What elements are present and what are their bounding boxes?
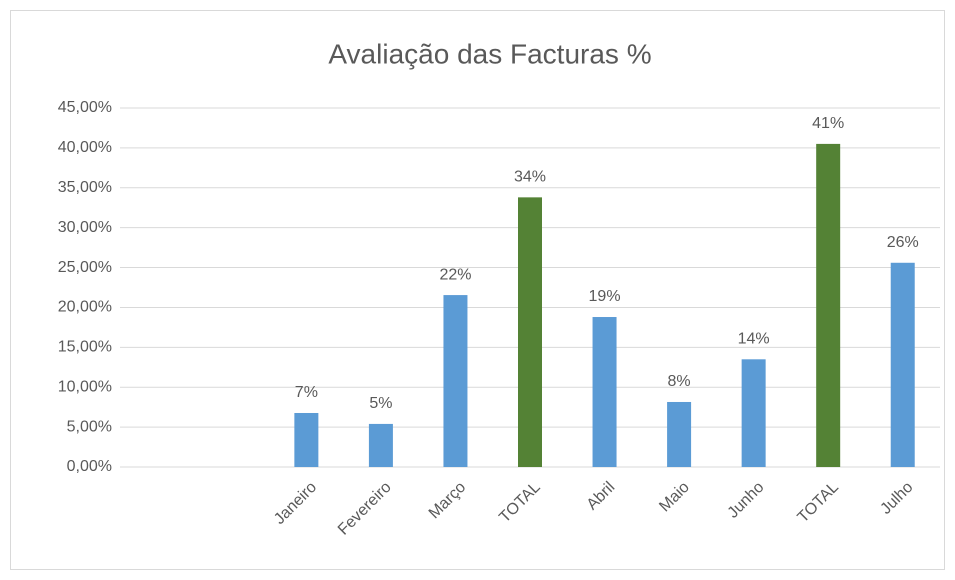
bar	[890, 262, 915, 467]
bar	[667, 401, 692, 467]
y-tick-label: 40,00%	[58, 139, 112, 156]
data-label: 8%	[668, 373, 691, 390]
y-tick-label: 25,00%	[58, 259, 112, 276]
y-tick-label: 5,00%	[67, 418, 112, 435]
data-label: 26%	[887, 234, 919, 251]
bar	[741, 359, 766, 467]
data-label: 34%	[514, 169, 546, 186]
y-tick-label: 20,00%	[58, 299, 112, 316]
data-label: 19%	[589, 288, 621, 305]
data-label: 41%	[812, 115, 844, 132]
bar	[294, 412, 319, 467]
y-tick-label: 0,00%	[67, 458, 112, 475]
y-tick-label: 30,00%	[58, 219, 112, 236]
y-tick-label: 15,00%	[58, 339, 112, 356]
y-tick-label: 45,00%	[58, 99, 112, 116]
chart-border	[10, 10, 945, 570]
data-label: 22%	[439, 266, 471, 283]
bar	[443, 295, 468, 467]
y-tick-label: 35,00%	[58, 179, 112, 196]
data-label: 7%	[295, 384, 318, 401]
bar	[368, 423, 393, 467]
data-label: 5%	[369, 395, 392, 412]
chart-title: Avaliação das Facturas %	[328, 38, 651, 69]
bar	[518, 197, 542, 467]
bar	[592, 317, 617, 467]
y-tick-label: 10,00%	[58, 378, 112, 395]
data-label: 14%	[738, 331, 770, 348]
bar	[816, 143, 841, 467]
